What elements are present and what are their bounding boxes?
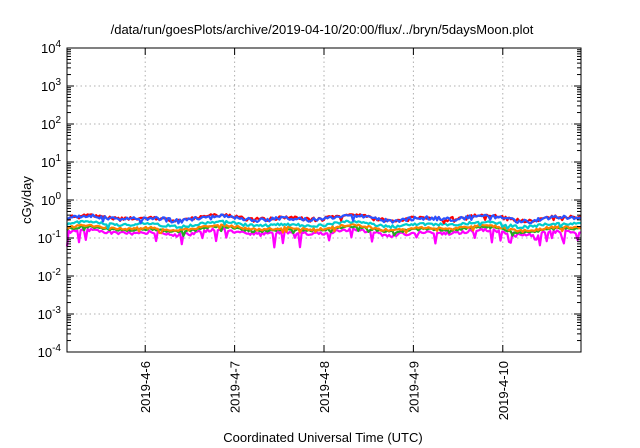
y-tick-label: 10-3 [38,305,62,322]
series-line-4 [66,219,581,230]
series-group [65,213,582,249]
y-tick-label: 103 [41,77,61,94]
y-axis-label: cGy/day [19,176,34,224]
y-tick-label: 10-2 [38,267,62,284]
y-tick-label: 10-1 [38,229,62,246]
y-tick-label: 104 [41,39,61,56]
x-tick-label: 2019-4-8 [317,361,332,413]
x-axis-label: Coordinated Universal Time (UTC) [223,430,422,445]
grid [67,48,581,352]
y-tick-label: 10-4 [38,343,62,360]
x-tick-label: 2019-4-9 [406,361,421,413]
series-line-3 [66,223,582,235]
x-tick-label: 2019-4-7 [228,361,243,413]
y-axis: 10-4 10-3 10-2 10-1 100 101 102 103 104 [38,39,581,360]
y-tick-label: 102 [41,115,61,132]
series-line-1 [65,227,582,249]
x-axis: 2019-4-6 2019-4-7 2019-4-8 2019-4-9 2019-4-1… [138,48,511,420]
chart-title: /data/run/goesPlots/archive/2019-04-10/2… [111,22,534,37]
x-tick-label: 2019-4-6 [138,361,153,413]
y-tick-label: 100 [41,191,61,208]
y-tick-label: 101 [41,153,61,170]
x-tick-label: 2019-4-10 [496,361,511,420]
series-line-6 [66,213,582,225]
